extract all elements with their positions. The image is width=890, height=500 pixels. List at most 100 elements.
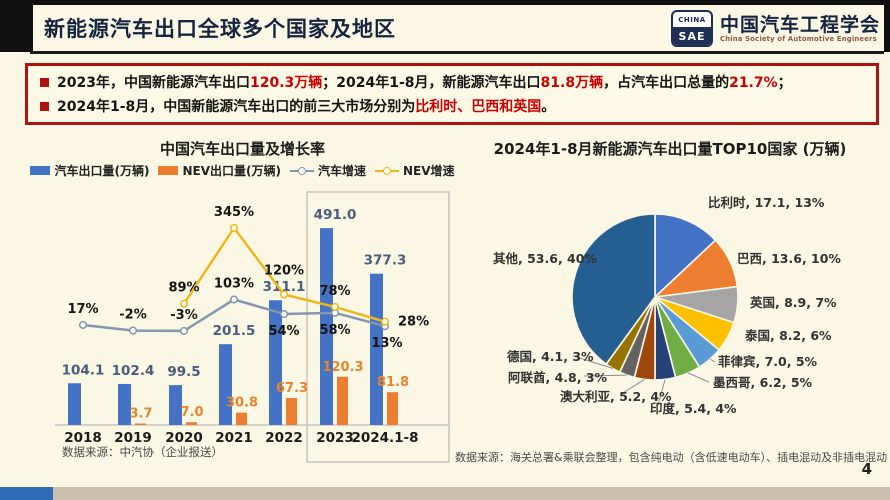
legend-item: NEV增速 [374,162,455,179]
label-leader-line [622,378,645,394]
title-accent-block [0,0,33,52]
chart-label: 201.5 [213,323,256,339]
legend-item: 汽车出口量(万辆) [30,162,149,179]
summary-highlight-segment: 81.8万辆 [540,75,604,91]
left-source-note: 数据来源：中汽协（企业报送） [62,445,223,459]
sae-badge-icon: CHINA SAE [671,10,713,47]
chart-label: 3.7 [129,407,152,422]
nev-export-bar [186,422,197,425]
chart-label: 54% [268,324,299,339]
line-marker-icon [179,299,189,308]
summary-highlight-segment: 比利时、巴西和英国 [415,99,542,115]
header-divider [30,51,884,54]
chart-label: 2023 [316,430,354,446]
summary-text: 2024年1-8月，中国新能源汽车出口的前三大市场分别为比利时、巴西和英国。 [57,96,555,116]
chart-label: 2020 [165,430,203,446]
label-leader-line [583,374,627,377]
legend-label: NEV出口量(万辆) [182,164,281,178]
chart-label: 377.3 [364,253,407,269]
left-chart-title: 中国汽车出口量及增长率 [159,140,325,158]
legend-line-swatch-icon [289,166,314,175]
line-marker-icon [380,317,390,326]
summary-text-segment: ；2024年1-8月，新能源汽车出口 [322,75,541,91]
chart-label: 58% [319,323,350,338]
line-marker-icon [179,326,189,335]
nev-export-bar [236,412,247,425]
chart-label: 102.4 [112,363,155,379]
bottom-bar-accent [0,487,53,500]
legend-label: 汽车出口量(万辆) [54,164,150,178]
line-marker-icon [229,223,239,232]
chart-label: 99.5 [167,364,200,380]
chart-label: 7.0 [180,405,203,420]
legend-label: 汽车增速 [317,164,366,178]
right-source-note: 数据来源：海关总署&乘联会整理，包含纯电动（含低速电动车）、插电混动及非插电混动 [455,451,888,464]
legend-bar-swatch-icon [158,166,179,175]
chart-label: 2021 [215,430,253,446]
slide-title: 新能源汽车出口全球多个国家及地区 [44,17,396,41]
chart-label: 菲律宾, 7.0, 5% [718,354,818,369]
line-marker-icon [229,295,239,304]
car-export-bar [68,383,81,425]
org-name-en: China Society of Automotive Engineers [720,34,877,43]
chart-label: 德国, 4.1, 3% [507,349,594,364]
nev-export-bar [135,423,146,425]
frame-top-edge [0,0,890,5]
summary-line: 2023年，中国新能源汽车出口120.3万辆；2024年1-8月，新能源汽车出口… [40,72,876,92]
chart-label: 2018 [64,430,102,446]
nev-export-bar [337,376,348,425]
chart-label: 311.1 [263,279,306,295]
bullet-icon [40,101,49,111]
summary-text-segment: 。 [541,99,556,115]
legend-item: 汽车增速 [289,162,366,179]
chart-label: 89% [168,281,199,296]
chart-label: 345% [214,205,254,220]
left-chart-legend: 汽车出口量(万辆) NEV出口量(万辆) 汽车增速 NEV增速 [30,162,455,179]
chart-label: 67.3 [276,381,308,396]
chart-label: 英国, 8.9, 7% [750,295,837,310]
chart-label: 103% [214,277,254,292]
label-leader-line [687,372,710,383]
car-export-bar [370,273,383,425]
summary-highlight-segment: 120.3万辆 [249,75,323,91]
summary-text: 2023年，中国新能源汽车出口120.3万辆；2024年1-8月，新能源汽车出口… [57,72,792,92]
chart-label: 28% [398,315,429,330]
top10-pie-chart: 比利时, 17.1, 13% 巴西, 13.6, 10% 英国, 8.9, 7% 泰国… [493,195,841,416]
chart-label: -3% [170,308,197,323]
legend-label: NEV增速 [402,164,455,178]
summary-line: 2024年1-8月，中国新能源汽车出口的前三大市场分别为比利时、巴西和英国。 [40,96,876,116]
chart-label: 比利时, 17.1, 13% [708,195,825,210]
car-export-bar [169,385,182,425]
summary-box: 2023年，中国新能源汽车出口120.3万辆；2024年1-8月，新能源汽车出口… [25,63,879,125]
label-leader-line [709,358,716,363]
chart-label: 澳大利亚, 5.2, 4% [560,389,672,404]
badge-china-label: CHINA [678,15,706,24]
chart-label: -2% [119,308,146,323]
label-leader-line [657,379,666,406]
chart-label: 104.1 [62,362,105,378]
chart-label: 30.8 [226,396,258,411]
line-marker-icon [128,326,138,335]
chart-label: 阿联酋, 4.8, 3% [508,370,608,385]
badge-sae-label: SAE [673,27,711,45]
org-name-cn: 中国汽车工程学会 [720,13,881,36]
chart-label: 巴西, 13.6, 10% [737,251,841,266]
car-export-bar [118,383,131,425]
summary-text-segment: 2023年，中国新能源汽车出口 [57,75,250,91]
summary-text-segment: ； [777,75,792,91]
chart-label: 491.0 [314,207,357,223]
label-leader-line [572,355,613,369]
chart-label: 78% [319,284,350,299]
nev-export-bar [286,398,297,425]
car-export-bar [320,228,333,425]
nev-export-bar [387,392,398,425]
bullet-icon [40,77,49,87]
sae-logo: CHINA SAE 中国汽车工程学会 China Society of Auto… [671,10,880,47]
legend-line-swatch-icon [374,166,399,175]
bottom-bar [0,487,890,500]
chart-label: 2024.1-8 [351,430,418,446]
line-marker-icon [279,290,289,299]
line-marker-icon [330,302,340,311]
pie-slice-0 [654,213,717,299]
chart-label: 泰国, 8.2, 6% [744,328,832,343]
